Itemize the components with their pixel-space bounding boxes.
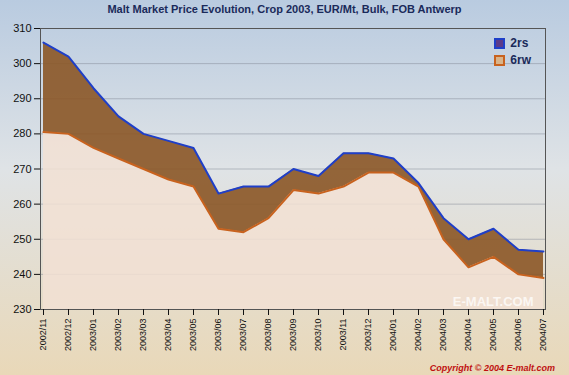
svg-text:2003/03: 2003/03 bbox=[138, 319, 148, 352]
svg-text:270: 270 bbox=[13, 163, 31, 175]
svg-text:2002/12: 2002/12 bbox=[63, 319, 73, 352]
html-text:2rs: 2rs bbox=[510, 36, 529, 50]
svg-text:2003/12: 2003/12 bbox=[363, 319, 373, 352]
html-text:6rw: 6rw bbox=[510, 53, 531, 67]
svg-text:2002/11: 2002/11 bbox=[38, 319, 48, 351]
svg-text:2004/03: 2004/03 bbox=[438, 319, 448, 352]
svg-text:2004/01: 2004/01 bbox=[388, 319, 398, 352]
svg-text:250: 250 bbox=[13, 233, 31, 245]
svg-text:260: 260 bbox=[13, 198, 31, 210]
svg-text:2004/07: 2004/07 bbox=[538, 319, 548, 352]
svg-text:2004/06: 2004/06 bbox=[513, 319, 523, 352]
svg-text:2003/05: 2003/05 bbox=[188, 319, 198, 352]
svg-text:E-MALT.COM: E-MALT.COM bbox=[453, 294, 534, 309]
svg-text:2004/02: 2004/02 bbox=[413, 319, 423, 352]
svg-text:2003/06: 2003/06 bbox=[213, 319, 223, 352]
html-text:Copyright © 2004 E-malt.com: Copyright © 2004 E-malt.com bbox=[429, 363, 555, 373]
svg-text:2004/04: 2004/04 bbox=[463, 319, 473, 352]
svg-text:2003/07: 2003/07 bbox=[238, 319, 248, 352]
svg-text:300: 300 bbox=[13, 57, 31, 69]
svg-text:2003/11: 2003/11 bbox=[338, 319, 348, 351]
svg-text:310: 310 bbox=[13, 22, 31, 34]
svg-text:2003/10: 2003/10 bbox=[313, 319, 323, 352]
svg-text:290: 290 bbox=[13, 92, 31, 104]
svg-text:2003/04: 2003/04 bbox=[163, 319, 173, 352]
svg-text:2003/02: 2003/02 bbox=[113, 319, 123, 352]
svg-text:280: 280 bbox=[13, 127, 31, 139]
svg-text:2003/08: 2003/08 bbox=[263, 319, 273, 352]
svg-text:230: 230 bbox=[13, 303, 31, 315]
html-text:Malt Market Price Evolution, C: Malt Market Price Evolution, Crop 2003, … bbox=[107, 3, 462, 15]
svg-text:240: 240 bbox=[13, 268, 31, 280]
svg-text:2003/01: 2003/01 bbox=[88, 319, 98, 352]
svg-text:2004/05: 2004/05 bbox=[488, 319, 498, 352]
svg-text:2003/09: 2003/09 bbox=[288, 319, 298, 352]
